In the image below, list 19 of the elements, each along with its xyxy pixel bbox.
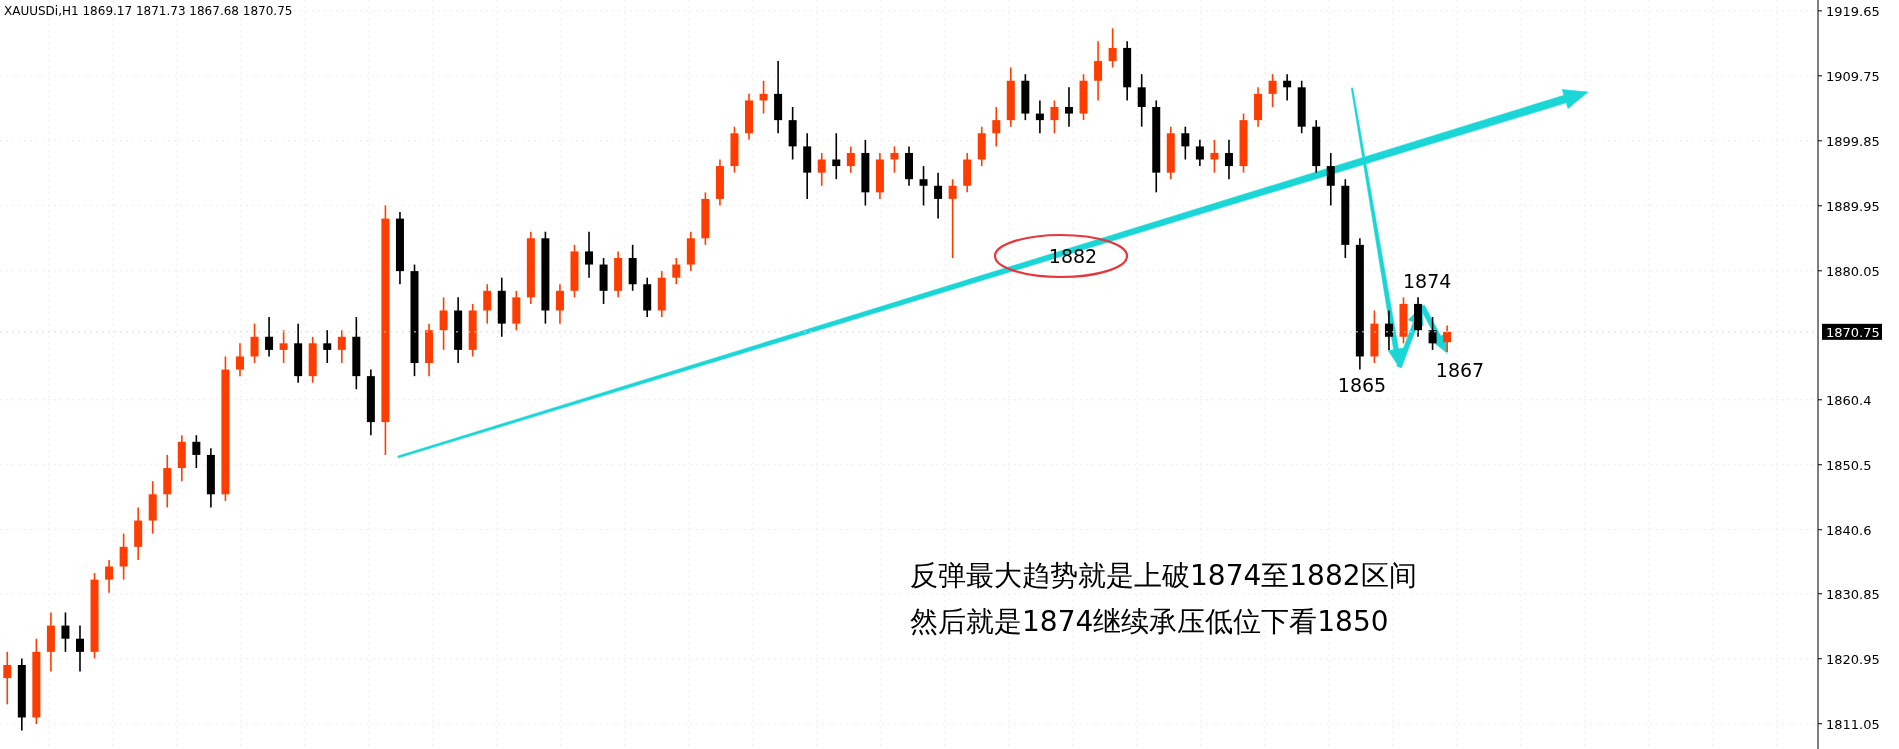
y-tick-label: 1919.65	[1826, 3, 1880, 19]
y-tick-label: 1840.6	[1826, 522, 1872, 538]
y-tick-label: 1880.05	[1826, 263, 1880, 279]
chart-title: XAUUSDi,H1 1869.17 1871.73 1867.68 1870.75	[4, 4, 293, 18]
annotation: 反弹最大趋势就是上破1874至1882区间	[910, 559, 1417, 592]
y-tick-label: 1889.95	[1826, 198, 1880, 214]
y-tick-label: 1830.85	[1826, 586, 1880, 602]
ref-line-label: 1870.75	[1826, 324, 1880, 340]
annotation: 然后就是1874继续承压低位下看1850	[910, 605, 1389, 638]
y-tick-label: 1811.05	[1826, 716, 1880, 732]
y-tick-label: 1899.85	[1826, 133, 1880, 149]
y-tick-label: 1860.4	[1826, 392, 1872, 408]
annotation: 1867	[1435, 359, 1485, 381]
annotation: 1882	[1048, 245, 1098, 267]
annotation: 1865	[1337, 374, 1387, 396]
annotation: 1874	[1403, 270, 1452, 292]
y-tick-label: 1850.5	[1826, 457, 1872, 473]
y-tick-label: 1820.95	[1826, 651, 1880, 667]
y-tick-label: 1909.75	[1826, 68, 1880, 84]
